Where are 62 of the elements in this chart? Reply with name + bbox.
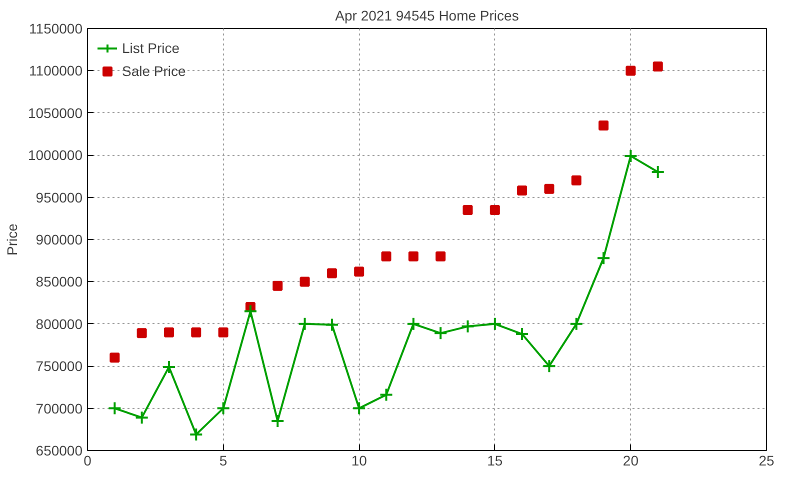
point [326,268,337,278]
legend-label: Sale Price [122,63,186,79]
y-tick-label: 950000 [36,189,83,206]
point [381,251,392,262]
x-tick-label: 5 [219,452,228,468]
point [162,360,176,374]
y-tick-label: 750000 [36,358,83,374]
point [650,164,665,179]
point [270,414,285,428]
point [598,120,609,131]
point [406,316,420,331]
point [408,251,418,262]
point [134,410,149,425]
point [298,316,312,331]
y-tick-label: 1050000 [28,104,83,121]
point [164,327,174,338]
point [626,66,636,76]
y-tick-label: 650000 [36,442,83,458]
y-tick-label: 1150000 [29,20,83,36]
point [352,401,366,416]
x-tick-label: 15 [487,452,503,468]
point [460,319,475,334]
point [216,401,230,416]
point [243,304,258,318]
point [596,251,611,266]
y-axis-title: Price [4,223,20,256]
point [324,318,339,332]
x-tick-label: 0 [84,452,92,468]
x-tick-label: 10 [351,452,368,468]
point [136,328,147,338]
point [300,276,310,287]
point [624,148,638,163]
point [652,61,663,72]
y-tick-label: 1000000 [28,147,83,164]
point [488,316,502,331]
point [434,326,448,340]
point [517,186,528,196]
point [490,204,500,215]
legend-label: List Price [122,40,180,56]
y-tick-label: 700000 [36,400,83,416]
point [110,352,120,363]
chart-title: Apr 2021 94545 Home Prices [335,8,519,24]
y-tick-label: 1100000 [29,62,83,79]
y-tick-label: 900000 [36,232,83,248]
x-tick-label: 25 [758,452,774,468]
point [191,327,202,338]
point [571,175,582,186]
y-tick-label: 850000 [36,274,83,290]
point [544,184,554,194]
point [436,251,446,262]
point [569,316,584,331]
point [354,266,364,277]
x-tick-label: 20 [622,452,639,468]
point [515,327,530,342]
point [108,401,122,416]
y-tick-label: 800000 [36,316,83,332]
point [379,388,394,402]
point [542,359,556,374]
point [462,204,473,215]
point [189,427,204,442]
point [272,280,283,291]
point [218,327,228,338]
